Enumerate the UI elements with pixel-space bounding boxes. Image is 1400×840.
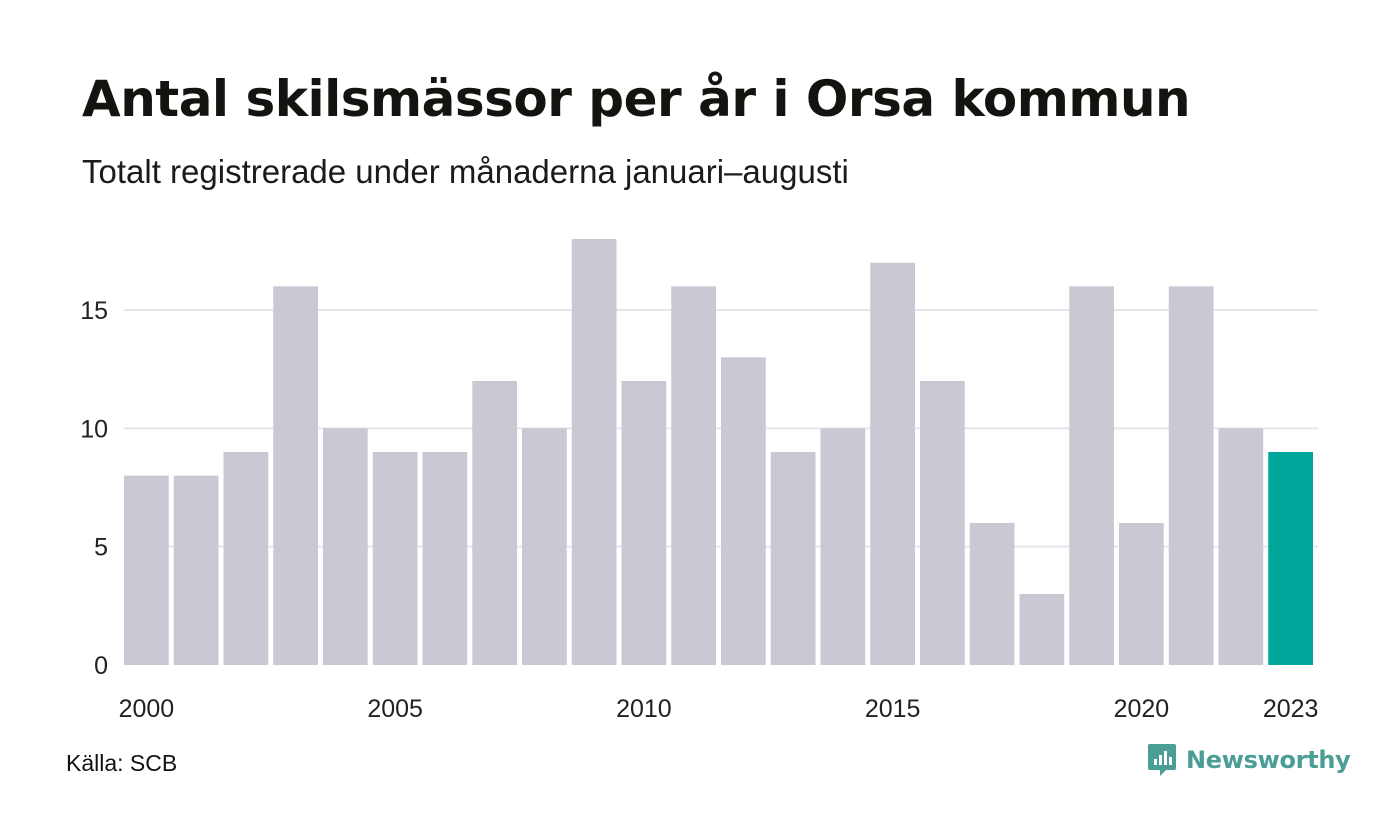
- bar-2011: [671, 286, 716, 665]
- bar-2013: [770, 452, 816, 665]
- bar-2005: [372, 452, 418, 665]
- bar-2023: [1268, 452, 1313, 665]
- x-axis-labels: 2000 2005 2010 2015 2020 2023: [119, 695, 1319, 723]
- bar-2022: [1218, 428, 1264, 665]
- bar-2009: [571, 239, 617, 665]
- bar-2008: [522, 428, 567, 665]
- y-tick-label: 5: [94, 534, 108, 562]
- bars: [124, 239, 1313, 665]
- bar-2019: [1069, 286, 1114, 665]
- chart-subtitle: Totalt registrerade under månaderna janu…: [82, 153, 849, 190]
- x-tick-label: 2015: [865, 695, 921, 723]
- bar-2017: [969, 523, 1015, 665]
- bar-2020: [1119, 523, 1164, 665]
- y-tick-label: 0: [94, 652, 108, 680]
- brand-name: Newsworthy: [1186, 746, 1351, 774]
- y-axis-labels: 0 5 10 15: [80, 297, 108, 680]
- bar-2003: [273, 286, 318, 665]
- bar-2021: [1168, 286, 1214, 665]
- bar-2012: [721, 357, 766, 665]
- bar-2007: [472, 381, 517, 665]
- bar-2002: [223, 452, 269, 665]
- brand-logo: Newsworthy: [1147, 742, 1351, 778]
- bar-2014: [820, 428, 866, 665]
- chart-title: Antal skilsmässor per år i Orsa kommun: [82, 70, 1191, 128]
- y-tick-label: 10: [80, 415, 108, 443]
- bar-2000: [124, 475, 169, 665]
- y-tick-label: 15: [80, 297, 108, 325]
- x-tick-label: 2000: [119, 695, 175, 723]
- bar-2004: [323, 428, 368, 665]
- x-tick-label: 2023: [1263, 695, 1319, 723]
- bar-2016: [920, 381, 965, 665]
- newsworthy-logo-icon: [1148, 744, 1176, 776]
- x-tick-label: 2010: [616, 695, 672, 723]
- bar-2006: [422, 452, 468, 665]
- bar-2001: [173, 475, 219, 665]
- bar-2010: [621, 381, 667, 665]
- bar-chart: 0 5 10 15 2000 2005 2010 2015 2020 2023: [80, 239, 1319, 723]
- bar-2018: [1019, 594, 1065, 665]
- x-tick-label: 2005: [367, 695, 423, 723]
- source-note: Källa: SCB: [66, 750, 178, 776]
- x-tick-label: 2020: [1114, 695, 1170, 723]
- bar-2015: [870, 262, 915, 665]
